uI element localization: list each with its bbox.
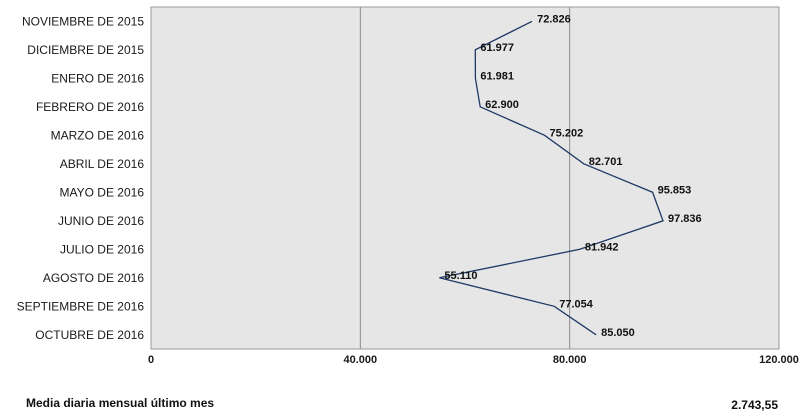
series-line	[439, 20, 664, 336]
category-label: MAYO DE 2016	[60, 185, 145, 199]
category-label: ENERO DE 2016	[51, 71, 144, 85]
data-label: 61.981	[480, 70, 514, 82]
x-tick-label: 120.000	[759, 354, 799, 366]
footer-value: 2.743,55	[731, 398, 778, 412]
data-label: 75.202	[550, 127, 584, 139]
category-label: NOVIEMBRE DE 2015	[22, 14, 144, 28]
category-label: MARZO DE 2016	[51, 128, 145, 142]
category-label: ABRIL DE 2016	[60, 157, 145, 171]
plot-area	[150, 6, 780, 350]
x-tick-label: 0	[148, 354, 154, 366]
x-tick-label: 80.000	[553, 354, 587, 366]
data-label: 82.701	[589, 156, 623, 168]
category-label: OCTUBRE DE 2016	[35, 328, 144, 342]
category-label: DICIEMBRE DE 2015	[27, 43, 144, 57]
category-label: AGOSTO DE 2016	[43, 271, 144, 285]
data-label: 61.977	[480, 42, 514, 54]
data-labels: 72.826 61.977 61.981 62.900 75.202 82.701 95.8…	[444, 13, 701, 339]
data-label: 72.826	[537, 13, 571, 25]
category-label: SEPTIEMBRE DE 2016	[17, 299, 145, 313]
data-label: 62.900	[485, 99, 519, 111]
data-label: 77.054	[559, 298, 594, 310]
grid-lines	[359, 7, 571, 349]
data-label: 81.942	[585, 241, 619, 253]
data-label: 55.110	[444, 270, 477, 282]
x-tick-labels: 0 40.000 80.000 120.000	[148, 354, 799, 366]
data-label: 97.836	[668, 213, 702, 225]
data-label: 95.853	[658, 184, 692, 196]
category-label: JULIO DE 2016	[60, 242, 144, 256]
data-label: 85.050	[601, 327, 635, 339]
x-tick-label: 40.000	[344, 354, 378, 366]
category-label: FEBRERO DE 2016	[36, 100, 144, 114]
category-label: JUNIO DE 2016	[58, 214, 144, 228]
category-labels: NOVIEMBRE DE 2015 DICIEMBRE DE 2015 ENERO …	[17, 14, 145, 342]
footer-label: Media diaria mensual último mes	[26, 396, 215, 410]
